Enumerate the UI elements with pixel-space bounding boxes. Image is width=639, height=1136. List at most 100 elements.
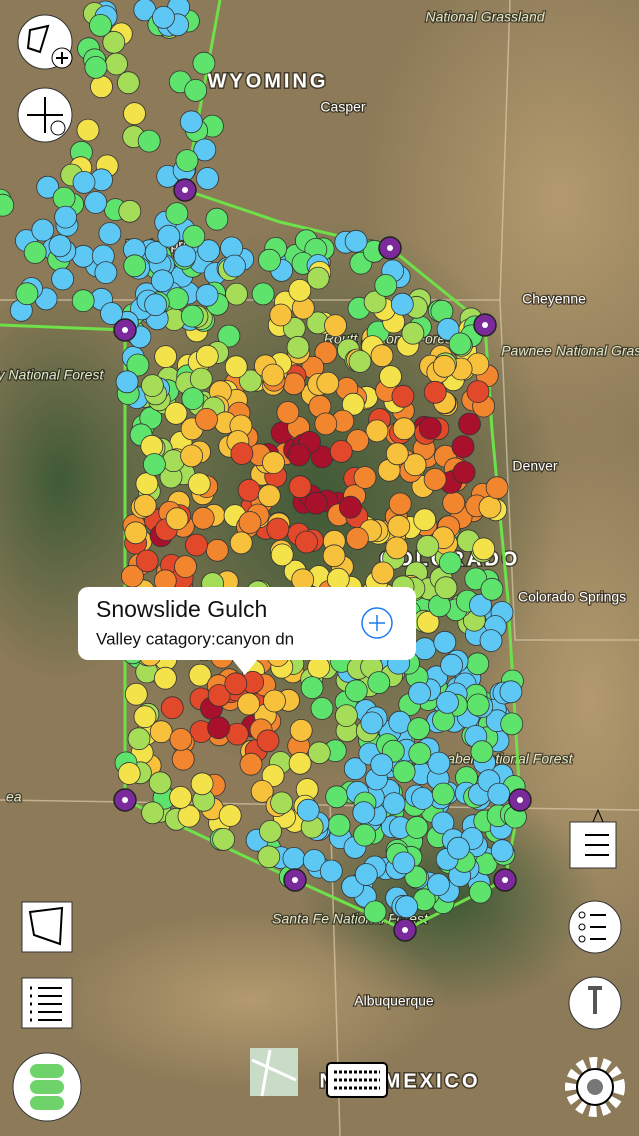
point-marker: [154, 345, 178, 369]
point-marker: [423, 467, 447, 491]
point-marker: [276, 401, 300, 424]
point-marker: [261, 764, 285, 787]
point-marker: [353, 466, 377, 489]
point-marker: [165, 202, 189, 226]
point-marker: [432, 354, 456, 378]
point-marker: [363, 290, 387, 314]
point-marker: [184, 79, 208, 102]
polygon-vertex-center: [402, 927, 408, 933]
point-marker: [135, 549, 159, 573]
point-marker: [181, 387, 205, 411]
keyboard-button[interactable]: [326, 1062, 388, 1098]
point-marker: [229, 531, 253, 555]
point-marker: [490, 839, 514, 863]
point-marker: [152, 5, 175, 29]
point-marker: [72, 170, 96, 194]
point-marker: [345, 527, 369, 550]
point-marker: [487, 782, 511, 806]
point-marker: [479, 629, 503, 652]
place-label: Casper: [320, 99, 365, 115]
point-marker: [157, 224, 181, 248]
point-marker: [164, 401, 188, 425]
filter-button[interactable]: [568, 900, 622, 954]
point-marker: [440, 653, 464, 677]
pin-button[interactable]: [568, 976, 622, 1030]
point-marker: [469, 593, 492, 617]
point-marker: [250, 780, 274, 803]
point-marker: [175, 149, 199, 173]
point-marker: [354, 863, 378, 886]
point-marker: [133, 494, 157, 517]
list-button[interactable]: [21, 977, 73, 1029]
place-label: ea: [6, 789, 22, 805]
point-marker: [282, 847, 306, 870]
point-marker: [76, 118, 100, 142]
point-marker: [123, 254, 147, 278]
point-marker: [190, 772, 214, 796]
point-marker: [452, 460, 476, 484]
polygon-vertex-center: [122, 327, 128, 333]
callout[interactable]: Snowslide Gulch Valley catagory:canyon d…: [78, 587, 416, 675]
point-marker: [387, 514, 411, 538]
point-marker: [348, 350, 372, 373]
point-marker: [224, 355, 248, 379]
settings-button[interactable]: [565, 1057, 625, 1117]
place-label: Albuquerque: [354, 993, 434, 1009]
point-marker: [466, 380, 490, 404]
point-marker: [171, 747, 195, 771]
point-marker: [374, 273, 398, 297]
point-marker: [195, 344, 219, 368]
point-marker: [123, 102, 146, 125]
point-marker: [295, 530, 318, 554]
point-marker: [392, 760, 416, 784]
draw-polygon-button[interactable]: [17, 14, 73, 70]
place-label: ley National Forest: [0, 367, 104, 383]
point-marker: [416, 534, 440, 558]
point-marker: [451, 435, 475, 459]
point-marker: [478, 495, 502, 519]
point-marker: [195, 407, 218, 431]
add-point-button[interactable]: [17, 87, 73, 143]
point-marker: [150, 269, 174, 293]
point-marker: [196, 167, 219, 190]
point-marker: [392, 851, 416, 875]
point-marker: [239, 369, 262, 393]
point-marker: [470, 740, 494, 764]
point-marker: [258, 248, 281, 272]
point-marker: [464, 567, 488, 591]
place-label: WYOMING: [208, 70, 329, 92]
point-marker: [434, 576, 458, 600]
point-marker: [257, 845, 281, 869]
point-marker: [205, 207, 229, 231]
point-marker: [325, 785, 349, 809]
point-marker: [192, 51, 216, 75]
point-marker: [341, 392, 365, 416]
point-marker: [217, 324, 241, 348]
point-marker: [259, 820, 282, 843]
point-marker: [353, 823, 377, 847]
point-marker: [223, 254, 246, 278]
polygon-tool-button[interactable]: [21, 901, 73, 953]
point-marker: [169, 728, 193, 751]
point-marker: [382, 792, 406, 815]
map-thumbnail[interactable]: [250, 1048, 298, 1097]
point-marker: [408, 681, 432, 705]
point-marker: [288, 751, 312, 775]
layers-toggle-button[interactable]: [12, 1052, 82, 1122]
point-marker: [344, 229, 368, 253]
point-marker: [395, 895, 419, 919]
point-marker: [141, 801, 165, 825]
polygon-vertex-center: [292, 877, 298, 883]
point-marker: [370, 753, 394, 777]
point-marker: [23, 241, 47, 264]
point-marker: [207, 684, 231, 707]
point-marker: [193, 138, 217, 162]
point-marker: [180, 444, 204, 468]
add-button[interactable]: [361, 607, 393, 639]
point-marker: [411, 787, 434, 810]
point-marker: [314, 341, 338, 365]
point-marker: [165, 507, 189, 531]
export-list-button[interactable]: [569, 808, 617, 869]
point-marker: [288, 475, 312, 499]
